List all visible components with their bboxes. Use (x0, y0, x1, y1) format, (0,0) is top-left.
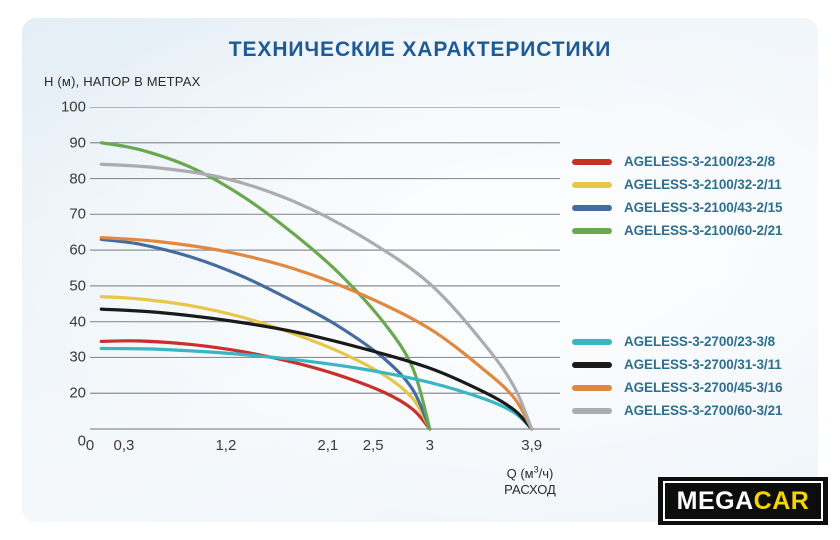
y-tick-label: 100 (60, 98, 86, 116)
legend-item-label: AGELESS-3-2700/45-3/16 (624, 380, 783, 395)
series-line (99, 295, 432, 431)
series-line (99, 346, 534, 431)
page-title: ТЕХНИЧЕСКИЕ ХАРАКТЕРИСТИКИ (0, 38, 840, 62)
x-tick-label: 0 (85, 437, 95, 454)
megacar-logo-car: CAR (753, 486, 810, 515)
series-line (99, 235, 534, 431)
legend-item[interactable]: AGELESS-3-2100/43-2/15 (572, 196, 822, 219)
legend-color-swatch (572, 384, 612, 391)
megacar-logo: MEGACAR (658, 477, 828, 525)
y-tick-label: 70 (69, 205, 86, 223)
legend-item-label: AGELESS-3-2100/32-2/11 (624, 177, 782, 192)
legend-item-label: AGELESS-3-2700/23-3/8 (624, 334, 775, 349)
legend-item-label: AGELESS-3-2100/43-2/15 (624, 200, 783, 215)
legend-group-2700: AGELESS-3-2700/23-3/8 AGELESS-3-2700/31-3… (572, 330, 822, 422)
legend-color-swatch (572, 407, 612, 414)
x-axis-tick-labels: 0 0,3 1,2 2,1 2,5 3 3,9 (86, 437, 560, 459)
megacar-logo-mega: MEGA (676, 486, 754, 515)
legend-color-swatch (572, 227, 612, 234)
legend-color-swatch (572, 204, 612, 211)
chart-svg (90, 107, 560, 431)
y-axis-caption: Н (м), НАПОР В МЕТРАХ (44, 74, 201, 89)
legend-item[interactable]: AGELESS-3-2700/23-3/8 (572, 330, 822, 353)
legend-group-2100: AGELESS-3-2100/23-2/8 AGELESS-3-2100/32-2… (572, 150, 822, 242)
megacar-logo-frame: MEGACAR (663, 481, 823, 521)
legend-color-swatch (572, 158, 612, 165)
legend-item[interactable]: AGELESS-3-2700/60-3/21 (572, 399, 822, 422)
legend-item-label: AGELESS-3-2100/23-2/8 (624, 154, 775, 169)
series-line (99, 237, 432, 431)
x-tick-label: 3,9 (521, 437, 543, 454)
legend-color-swatch (572, 361, 612, 368)
y-tick-label: 60 (69, 241, 86, 259)
y-tick-label-zero: 0 (77, 432, 86, 450)
series-line (99, 307, 534, 431)
x-tick-label: 0,3 (113, 437, 135, 454)
legend-item-label: AGELESS-3-2700/60-3/21 (624, 403, 783, 418)
y-tick-label: 40 (69, 313, 86, 331)
page-title-text: ТЕХНИЧЕСКИЕ ХАРАКТЕРИСТИКИ (228, 38, 612, 61)
legend-item-label: AGELESS-3-2100/60-2/21 (624, 223, 783, 238)
x-axis-caption-flow: РАСХОД (504, 482, 556, 498)
x-tick-label: 1,2 (215, 437, 237, 454)
y-axis-tick-labels: 20 30 40 50 60 70 80 90 100 0 (36, 99, 86, 450)
x-axis-caption-q: Q (м3/ч) (455, 462, 605, 482)
legend-item[interactable]: AGELESS-3-2700/31-3/11 (572, 353, 822, 376)
x-tick-label: 2,1 (317, 437, 339, 454)
series-line (99, 162, 534, 431)
legend-item[interactable]: AGELESS-3-2100/23-2/8 (572, 150, 822, 173)
y-tick-label: 30 (69, 348, 86, 366)
plot-area (90, 107, 560, 431)
y-tick-label: 80 (69, 170, 86, 188)
y-tick-label: 90 (69, 134, 86, 152)
series-line (99, 339, 432, 431)
megacar-logo-text: MEGACAR (676, 486, 810, 515)
x-axis-caption: Q (м3/ч) РАСХОД (455, 462, 605, 498)
legend-item[interactable]: AGELESS-3-2700/45-3/16 (572, 376, 822, 399)
x-tick-label: 2,5 (362, 437, 384, 454)
x-tick-label: 3 (425, 437, 434, 454)
legend-color-swatch (572, 338, 612, 345)
legend-item[interactable]: AGELESS-3-2100/60-2/21 (572, 219, 822, 242)
y-tick-label: 50 (69, 277, 86, 295)
y-tick-label: 20 (69, 384, 86, 402)
x-axis-caption-q-text: Q (м3/ч) (506, 465, 554, 482)
legend-item-label: AGELESS-3-2700/31-3/11 (624, 357, 782, 372)
legend-color-swatch (572, 181, 612, 188)
legend-item[interactable]: AGELESS-3-2100/32-2/11 (572, 173, 822, 196)
series-line (99, 141, 432, 431)
